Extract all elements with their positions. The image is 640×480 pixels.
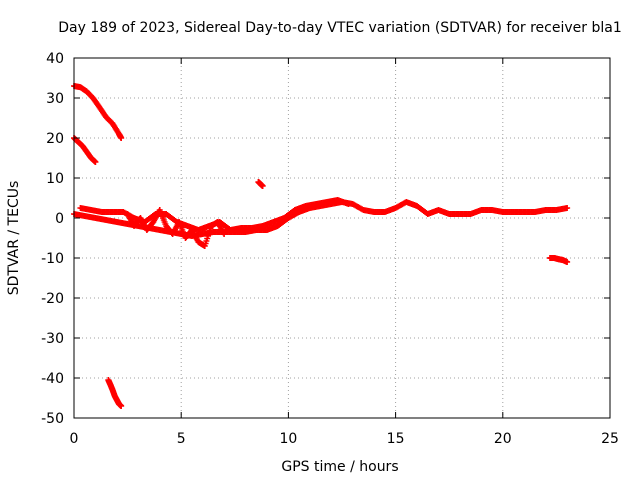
chart-title: Day 189 of 2023, Sidereal Day-to-day VTE… (58, 20, 621, 36)
plot-frame (73, 57, 611, 419)
series-arc-mid (71, 135, 99, 165)
x-tick-label: 15 (387, 431, 405, 447)
y-tick-label: 10 (46, 171, 64, 187)
data-point (118, 135, 125, 141)
x-axis-label: GPS time / hours (281, 459, 398, 475)
data-point (564, 205, 571, 211)
y-tick-label: -20 (41, 291, 64, 307)
y-tick-label: 40 (46, 51, 64, 67)
series-arc-isolated (255, 179, 266, 189)
data-point (221, 231, 228, 237)
data-point (345, 201, 352, 207)
series-arc-high (71, 83, 125, 141)
data-point (92, 159, 99, 165)
x-tick-label: 25 (601, 431, 619, 447)
x-tick-label: 0 (70, 431, 79, 447)
y-tick-label: 0 (55, 211, 64, 227)
data-points (71, 83, 571, 409)
y-tick-label: 30 (46, 91, 64, 107)
data-point (259, 183, 266, 189)
series-arc-low (105, 377, 125, 409)
axis-ticks: 0 5 10 15 20 25 -50 -40 -30 -20 -10 0 10 20 30 40 (41, 51, 619, 447)
data-point (564, 259, 571, 265)
series-arc-late (546, 255, 571, 265)
y-tick-label: -50 (41, 411, 64, 427)
y-tick-label: -40 (41, 371, 64, 387)
x-tick-label: 10 (279, 431, 297, 447)
grid-lines (74, 58, 610, 418)
series-arc-upper-band (77, 197, 352, 233)
series-arc-scatter (124, 207, 228, 249)
y-axis-label: SDTVAR / TECUs (6, 181, 22, 296)
data-point (118, 403, 125, 409)
y-tick-label: -10 (41, 251, 64, 267)
y-tick-label: 20 (46, 131, 64, 147)
y-tick-label: -30 (41, 331, 64, 347)
x-tick-label: 5 (177, 431, 186, 447)
x-tick-label: 20 (494, 431, 512, 447)
